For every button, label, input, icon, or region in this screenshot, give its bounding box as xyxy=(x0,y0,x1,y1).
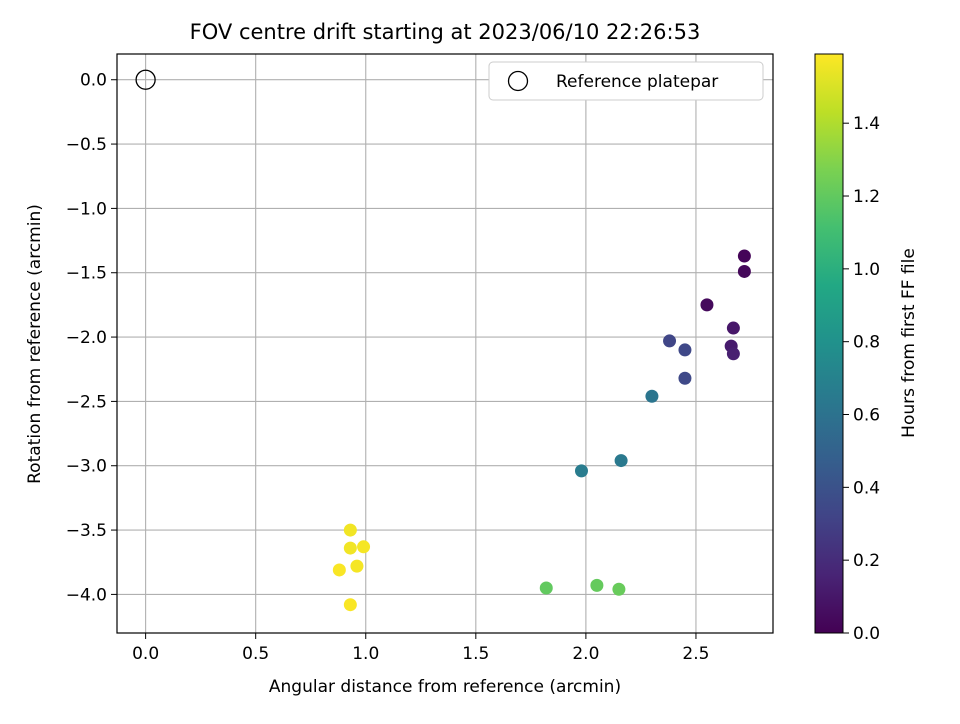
plot-frame xyxy=(116,53,774,634)
data-point xyxy=(332,563,346,577)
reference-marker-layer xyxy=(135,69,156,90)
y-tick-label: −0.5 xyxy=(66,135,107,155)
x-axis-ticks: 0.0 0.5 1.0 1.5 2.0 2.5 xyxy=(132,633,709,664)
data-point xyxy=(614,454,628,468)
data-point xyxy=(700,298,714,312)
data-point xyxy=(612,582,626,596)
data-point xyxy=(737,249,751,263)
legend: Reference platepar xyxy=(488,61,764,101)
data-point xyxy=(645,389,659,403)
colorbar-tick-label: 1.2 xyxy=(853,187,880,207)
data-point xyxy=(726,321,740,335)
data-point xyxy=(343,523,357,537)
colorbar-tick-label: 0.4 xyxy=(853,478,880,498)
y-axis-ticks: 0.0 −0.5 −1.0 −1.5 −2.0 −2.5 −3.0 −3.5 −4.0 xyxy=(66,71,117,605)
colorbar-tick-label: 0.2 xyxy=(853,551,880,571)
y-tick-label: −1.5 xyxy=(66,264,107,284)
y-tick-label: −4.0 xyxy=(66,585,107,605)
data-point xyxy=(343,541,357,555)
colorbar-tick-label: 0.8 xyxy=(853,333,880,353)
data-point xyxy=(574,464,588,478)
colorbar-label: Hours from first FF file xyxy=(899,248,919,438)
y-tick-label: −3.5 xyxy=(66,521,107,541)
x-axis-label: Angular distance from reference (arcmin) xyxy=(269,677,621,697)
data-point xyxy=(343,598,357,612)
y-tick-label: 0.0 xyxy=(80,71,107,91)
y-tick-label: −2.0 xyxy=(66,328,107,348)
y-tick-label: −2.5 xyxy=(66,392,107,412)
data-point xyxy=(726,347,740,361)
colorbar-ticks: 0.0 0.2 0.4 0.6 0.8 1.0 1.2 1.4 xyxy=(843,114,880,644)
data-point xyxy=(357,540,371,554)
colorbar-tick-label: 0.6 xyxy=(853,406,880,426)
x-tick-label: 1.0 xyxy=(352,644,379,664)
data-point xyxy=(737,264,751,278)
scatter-points xyxy=(332,249,751,612)
data-point xyxy=(590,578,604,592)
colorbar: 0.0 0.2 0.4 0.6 0.8 1.0 1.2 1.4 Hours from firs… xyxy=(814,53,919,644)
colorbar-gradient xyxy=(814,53,844,634)
reference-marker xyxy=(135,69,156,90)
data-point xyxy=(539,581,553,595)
colorbar-tick-label: 1.0 xyxy=(853,260,880,280)
y-axis-label: Rotation from reference (arcmin) xyxy=(25,204,45,484)
data-point xyxy=(678,371,692,385)
legend-box xyxy=(488,61,764,101)
x-tick-label: 0.5 xyxy=(242,644,269,664)
legend-label: Reference platepar xyxy=(556,72,718,92)
x-tick-label: 0.0 xyxy=(132,644,159,664)
data-point xyxy=(663,334,677,348)
chart-title: FOV centre drift starting at 2023/06/10 … xyxy=(190,20,701,44)
y-tick-label: −1.0 xyxy=(66,199,107,219)
data-point xyxy=(350,559,364,573)
x-tick-label: 1.5 xyxy=(462,644,489,664)
x-tick-label: 2.0 xyxy=(572,644,599,664)
colorbar-tick-label: 1.4 xyxy=(853,114,880,134)
colorbar-tick-label: 0.0 xyxy=(853,624,880,644)
grid-lines xyxy=(117,54,773,633)
legend-marker-open-circle xyxy=(507,70,529,92)
y-tick-label: −3.0 xyxy=(66,457,107,477)
x-tick-label: 2.5 xyxy=(682,644,709,664)
data-point xyxy=(678,343,692,357)
